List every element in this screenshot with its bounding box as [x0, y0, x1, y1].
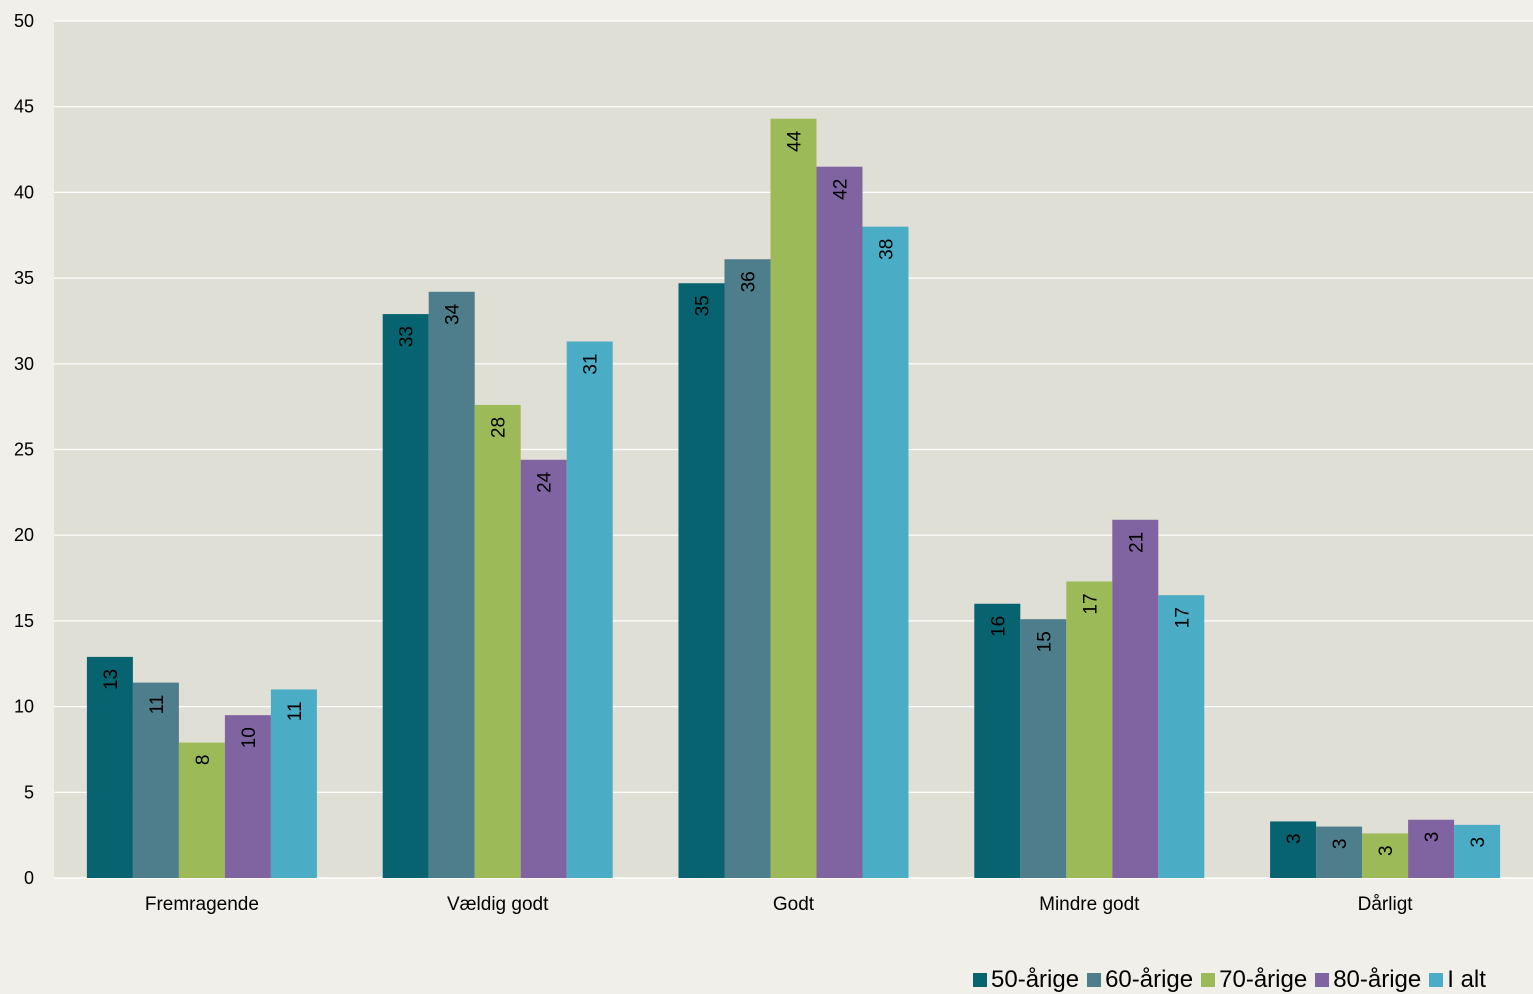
legend-label: 50-årige [991, 966, 1080, 993]
bar [474, 404, 521, 878]
data-label: 13 [101, 669, 122, 690]
bar [224, 715, 271, 878]
data-label: 15 [1034, 631, 1055, 652]
bar [1158, 595, 1205, 878]
y-tick-label: 45 [14, 97, 34, 117]
legend-item: 50-årige [973, 966, 1079, 994]
data-label: 34 [443, 303, 464, 325]
legend-swatch [1087, 973, 1102, 987]
legend-swatch [1429, 973, 1444, 987]
y-tick-label: 35 [14, 268, 34, 288]
x-tick-label: Godt [773, 894, 815, 915]
y-tick-label: 30 [14, 354, 34, 374]
legend-swatch [1315, 973, 1330, 987]
legend-item: 70-årige [1201, 966, 1307, 994]
bar [1020, 619, 1067, 878]
legend: 50-årige 60-årige 70-årige 80-årige I alt [973, 966, 1494, 994]
y-tick-label: 25 [14, 440, 34, 460]
legend-item: 60-årige [1087, 966, 1193, 994]
bar [86, 656, 133, 878]
y-tick-label: 20 [14, 525, 34, 545]
x-tick-label: Fremragende [145, 894, 259, 915]
legend-label: 60-årige [1105, 966, 1194, 993]
legend-label: 70-årige [1219, 966, 1308, 993]
x-axis-ticks: Fremragende Vældig godt Godt Mindre godt Dår… [145, 894, 1413, 915]
data-label: 3 [1284, 833, 1305, 844]
bar [1270, 821, 1317, 878]
bar [1066, 581, 1113, 878]
bar [816, 166, 863, 878]
y-axis-ticks: 0 5 10 15 20 25 30 35 40 45 50 [14, 11, 34, 888]
bar [1454, 824, 1501, 878]
legend-label: I alt [1447, 966, 1486, 993]
data-label: 10 [239, 727, 260, 748]
data-label: 36 [739, 271, 760, 292]
bar [770, 118, 817, 878]
legend-swatch [973, 973, 987, 987]
legend-label: 80-årige [1333, 966, 1422, 993]
data-label: 44 [785, 130, 806, 152]
legend-item: I alt [1429, 966, 1486, 994]
bars [86, 118, 1501, 879]
data-label: 31 [581, 354, 602, 375]
data-label: 11 [285, 701, 306, 721]
data-label: 3 [1468, 837, 1489, 848]
bar [1112, 519, 1159, 878]
data-label: 16 [988, 616, 1009, 637]
data-labels: 1311810113334282431353644423816151721173… [101, 130, 1489, 856]
data-label: 17 [1172, 607, 1193, 628]
x-tick-label: Mindre godt [1039, 894, 1140, 915]
bar [974, 603, 1021, 878]
bar [724, 259, 771, 879]
y-tick-label: 5 [24, 782, 34, 802]
data-label: 3 [1330, 839, 1351, 850]
bar [520, 459, 567, 878]
bar [428, 291, 475, 878]
y-tick-label: 15 [14, 611, 34, 631]
data-label: 11 [147, 695, 168, 715]
bar [1316, 826, 1363, 878]
bar [862, 226, 909, 878]
legend-item: 80-årige [1315, 966, 1421, 994]
data-label: 17 [1080, 593, 1101, 614]
data-label: 24 [535, 471, 556, 493]
bar [132, 682, 179, 878]
data-label: 21 [1126, 532, 1147, 553]
data-label: 38 [877, 239, 898, 260]
data-label: 33 [397, 326, 418, 347]
bar [382, 314, 429, 878]
x-tick-label: Dårligt [1358, 894, 1414, 915]
data-label: 35 [693, 295, 714, 316]
y-tick-label: 0 [24, 868, 34, 888]
bar [270, 689, 317, 878]
y-tick-label: 50 [14, 11, 34, 31]
data-label: 3 [1422, 832, 1443, 843]
bar [1362, 833, 1409, 878]
bar [178, 742, 225, 878]
bar [1408, 819, 1455, 878]
legend-swatch [1201, 973, 1216, 987]
bar [566, 341, 613, 878]
data-label: 28 [489, 417, 510, 438]
y-tick-label: 10 [14, 697, 34, 717]
x-tick-label: Vældig godt [447, 894, 549, 915]
data-label: 8 [193, 755, 214, 766]
y-tick-label: 40 [14, 182, 34, 202]
data-label: 42 [831, 179, 852, 200]
data-label: 3 [1376, 845, 1397, 856]
bar [678, 283, 725, 878]
